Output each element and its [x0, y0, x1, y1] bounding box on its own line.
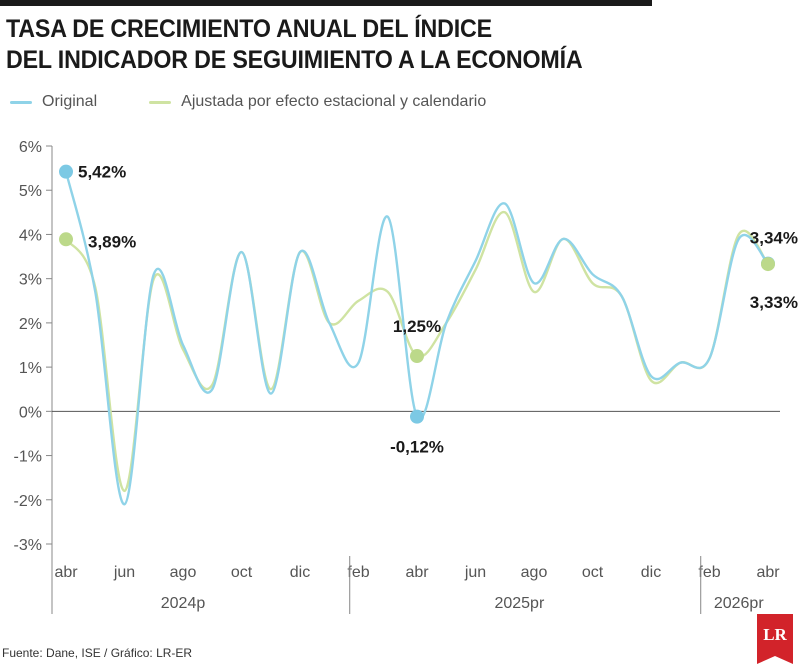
x-tick-label: dic — [641, 564, 661, 581]
data-label: 3,34% — [750, 229, 798, 248]
x-tick-label: oct — [231, 564, 253, 581]
data-point-marker — [410, 409, 424, 424]
top-rule — [0, 0, 652, 6]
y-tick-label: -3% — [14, 537, 42, 554]
data-label: 3,89% — [88, 232, 136, 251]
y-tick-label: 2% — [19, 316, 42, 333]
period-label: 2026pr — [714, 595, 764, 612]
x-tick-label: ago — [521, 564, 548, 581]
legend-label-ajustada: Ajustada por efecto estacional y calenda… — [181, 93, 487, 110]
data-label: 5,42% — [78, 163, 126, 182]
x-tick-label: jun — [464, 564, 486, 581]
legend-swatch-original — [10, 100, 32, 104]
data-label: -0,12% — [390, 438, 444, 457]
x-tick-label: feb — [347, 564, 369, 581]
y-tick-label: 4% — [19, 227, 42, 244]
line-chart: 6% 5% 4% 3% 2% 1% 0% -1% -2% -3% abr jun ago oct dic fe… — [14, 139, 798, 614]
x-tick-label: oct — [582, 564, 604, 581]
y-tick-label: 3% — [19, 272, 42, 289]
data-point-marker — [761, 257, 775, 272]
period-label: 2025pr — [494, 595, 544, 612]
data-point-marker — [410, 349, 424, 364]
x-tick-label: abr — [405, 564, 429, 581]
series-line-original — [64, 170, 770, 506]
y-tick-label: 0% — [19, 404, 42, 421]
legend-item-ajustada: Ajustada por efecto estacional y calenda… — [149, 93, 486, 111]
data-point-marker — [59, 232, 73, 247]
legend-label-original: Original — [42, 93, 98, 110]
period-label: 2024p — [161, 595, 206, 612]
chart-title-line-2: DEL INDICADOR DE SEGUIMIENTO A LA ECONOM… — [6, 46, 583, 74]
y-tick-label: -1% — [14, 449, 42, 466]
legend-item-original: Original — [10, 93, 97, 111]
legend-swatch-ajustada — [149, 100, 172, 104]
chart-title-line-1: TASA DE CRECIMIENTO ANUAL DEL ÍNDICE — [6, 15, 492, 43]
x-tick-label: dic — [290, 564, 310, 581]
x-tick-label: abr — [756, 564, 780, 581]
data-label: 3,33% — [750, 293, 798, 312]
x-tick-label: jun — [113, 564, 135, 581]
y-tick-label: 1% — [19, 360, 42, 377]
data-point-marker — [59, 164, 73, 179]
chart-legend: Original Ajustada por efecto estacional … — [10, 92, 538, 112]
lr-logo: LR — [757, 614, 793, 664]
y-tick-label: 5% — [19, 183, 42, 200]
data-label: 1,25% — [393, 317, 441, 336]
chart-title: TASA DE CRECIMIENTO ANUAL DEL ÍNDICE DEL… — [6, 14, 583, 76]
x-tick-label: ago — [170, 564, 197, 581]
y-tick-label: -2% — [14, 493, 42, 510]
y-tick-label: 6% — [19, 139, 42, 156]
source-note: Fuente: Dane, ISE / Gráfico: LR-ER — [2, 646, 193, 660]
x-tick-label: feb — [698, 564, 720, 581]
x-tick-label: abr — [54, 564, 78, 581]
series-line-ajustada — [64, 211, 770, 493]
